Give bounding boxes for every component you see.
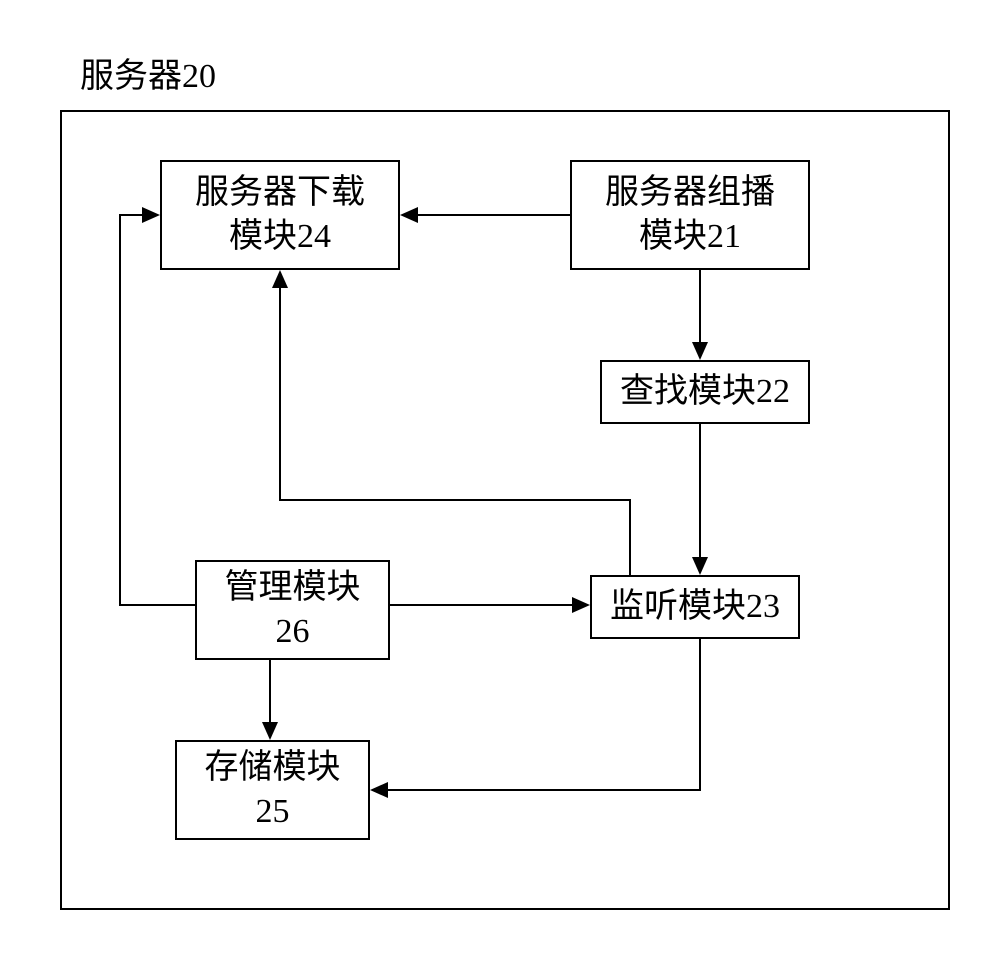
node-server-download-24: 服务器下载 模块24	[160, 160, 400, 270]
node-server-multicast-21: 服务器组播 模块21	[570, 160, 810, 270]
node-manage-26: 管理模块 26	[195, 560, 390, 660]
node-lookup-22: 查找模块22	[600, 360, 810, 424]
node-storage-25: 存储模块 25	[175, 740, 370, 840]
diagram-canvas: 服务器20 服务器下载 模块24 服务器组播 模块21 查找模块22 管理模块 …	[0, 0, 1000, 957]
diagram-title: 服务器20	[80, 48, 216, 97]
node-listen-23: 监听模块23	[590, 575, 800, 639]
